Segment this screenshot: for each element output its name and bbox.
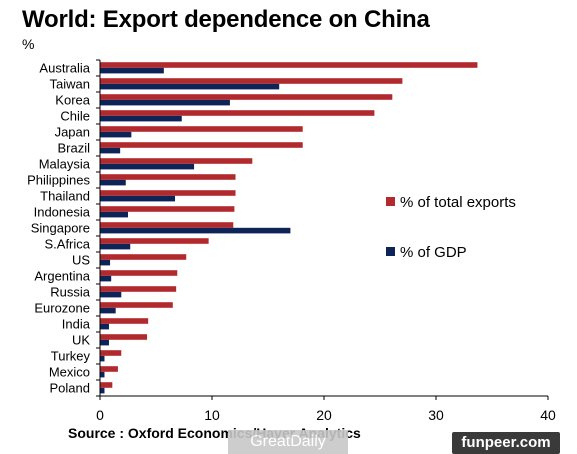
bar-india-gdp <box>100 323 109 330</box>
category-label-uk: UK <box>72 333 90 348</box>
bar-s-africa-gdp <box>100 243 131 250</box>
legend-swatch-exports <box>386 197 395 206</box>
category-label-india: India <box>62 317 91 332</box>
bar-malaysia-exports <box>100 158 253 164</box>
bar-japan-gdp <box>100 131 132 138</box>
bar-brazil-exports <box>100 142 303 148</box>
category-label-malaysia: Malaysia <box>39 157 91 172</box>
bar-philippines-exports <box>100 174 236 180</box>
bar-turkey-gdp <box>100 355 105 362</box>
category-label-thailand: Thailand <box>40 189 90 204</box>
bar-turkey-exports <box>100 350 122 356</box>
x-tick-label-30: 30 <box>428 407 444 423</box>
bar-eurozone-gdp <box>100 307 116 314</box>
bar-russia-gdp <box>100 291 122 298</box>
category-label-russia: Russia <box>50 285 91 300</box>
bar-uk-exports <box>100 334 148 340</box>
category-label-korea: Korea <box>55 93 90 108</box>
bar-australia-exports <box>100 62 478 68</box>
bar-japan-exports <box>100 126 303 132</box>
bar-argentina-exports <box>100 270 178 276</box>
bar-taiwan-exports <box>100 78 403 84</box>
category-label-eurozone: Eurozone <box>34 301 90 316</box>
bar-mexico-gdp <box>100 371 105 378</box>
x-tick-label-20: 20 <box>316 407 332 423</box>
bar-s-africa-exports <box>100 238 209 244</box>
bar-argentina-gdp <box>100 275 112 282</box>
bar-brazil-gdp <box>100 147 121 154</box>
bar-philippines-gdp <box>100 179 126 186</box>
category-label-poland: Poland <box>50 381 90 396</box>
x-tick-label-10: 10 <box>204 407 220 423</box>
category-label-mexico: Mexico <box>49 365 90 380</box>
category-label-japan: Japan <box>55 125 90 140</box>
bar-chile-gdp <box>100 115 182 122</box>
category-label-brazil: Brazil <box>57 141 90 156</box>
watermark-funpeer: funpeer.com <box>452 432 560 454</box>
category-label-chile: Chile <box>60 109 90 124</box>
bar-india-exports <box>100 318 149 324</box>
bar-thailand-exports <box>100 190 236 196</box>
bar-korea-gdp <box>100 99 230 106</box>
bar-poland-gdp <box>100 387 105 394</box>
bar-russia-exports <box>100 286 177 292</box>
bar-us-gdp <box>100 259 111 266</box>
bar-malaysia-gdp <box>100 163 195 170</box>
category-label-us: US <box>72 253 90 268</box>
bar-australia-gdp <box>100 67 164 74</box>
legend-swatch-gdp <box>386 247 395 256</box>
category-label-taiwan: Taiwan <box>50 77 90 92</box>
category-label-singapore: Singapore <box>31 221 90 236</box>
bar-uk-gdp <box>100 339 109 346</box>
category-label-indonesia: Indonesia <box>34 205 91 220</box>
bar-singapore-exports <box>100 222 234 228</box>
bar-us-exports <box>100 254 187 260</box>
bar-indonesia-exports <box>100 206 235 212</box>
bar-eurozone-exports <box>100 302 173 308</box>
bar-taiwan-gdp <box>100 83 280 90</box>
category-label-argentina: Argentina <box>34 269 90 284</box>
category-label-s-africa: S.Africa <box>44 237 90 252</box>
bar-poland-exports <box>100 382 113 388</box>
bar-thailand-gdp <box>100 195 176 202</box>
unit-label: % <box>22 36 35 52</box>
category-label-turkey: Turkey <box>51 349 91 364</box>
bar-indonesia-gdp <box>100 211 128 218</box>
watermark-greatdaily: GreatDaily <box>228 430 348 454</box>
bar-korea-exports <box>100 94 393 100</box>
legend-label-exports: % of total exports <box>400 194 516 211</box>
bar-mexico-exports <box>100 366 118 372</box>
chart-title: World: Export dependence on China <box>22 6 430 33</box>
bar-chile-exports <box>100 110 375 116</box>
legend-label-gdp: % of GDP <box>400 244 467 261</box>
category-label-australia: Australia <box>39 61 90 76</box>
x-tick-label-0: 0 <box>96 407 104 423</box>
bar-singapore-gdp <box>100 227 291 234</box>
category-label-philippines: Philippines <box>27 173 90 188</box>
x-tick-label-40: 40 <box>540 407 556 423</box>
